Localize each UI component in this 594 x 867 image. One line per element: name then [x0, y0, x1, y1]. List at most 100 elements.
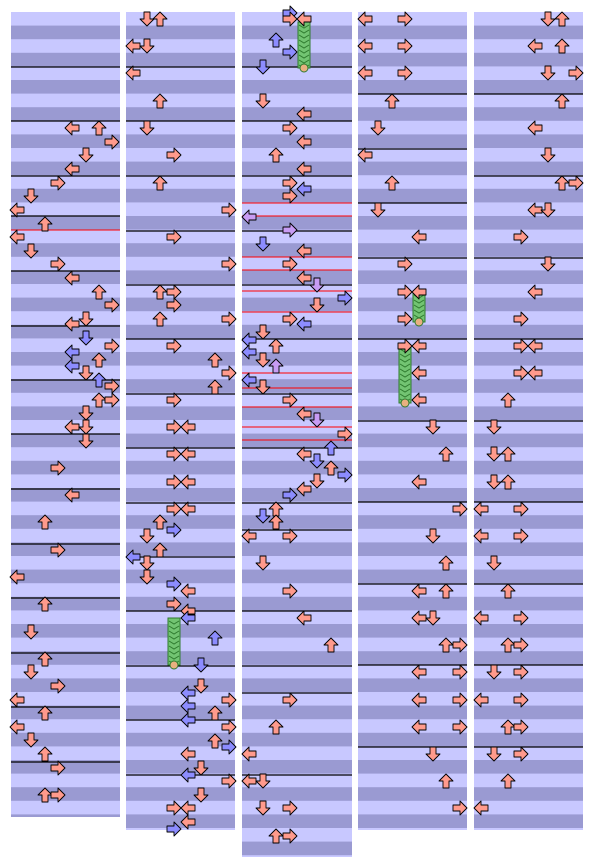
- left-arrow-note: [241, 344, 257, 360]
- up-arrow-note: [268, 338, 284, 354]
- right-arrow-note: [221, 719, 237, 735]
- down-arrow-note: [193, 787, 209, 803]
- down-arrow-note: [309, 412, 325, 428]
- down-arrow-note: [139, 38, 155, 54]
- left-arrow-note: [411, 719, 427, 735]
- down-arrow-note: [425, 746, 441, 762]
- left-arrow-note: [527, 38, 543, 54]
- left-arrow-note: [180, 746, 196, 762]
- left-arrow-note: [411, 229, 427, 245]
- right-arrow-note: [282, 487, 298, 503]
- left-arrow-note: [411, 474, 427, 490]
- up-arrow-note: [207, 630, 223, 646]
- up-arrow-note: [207, 705, 223, 721]
- left-arrow-note: [64, 344, 80, 360]
- right-arrow-note: [166, 501, 182, 517]
- right-arrow-note: [282, 800, 298, 816]
- down-arrow-note: [23, 732, 39, 748]
- up-arrow-note: [91, 120, 107, 136]
- down-arrow-note: [193, 657, 209, 673]
- down-arrow-note: [23, 188, 39, 204]
- right-arrow-note: [166, 821, 182, 837]
- right-arrow-note: [104, 338, 120, 354]
- up-arrow-note: [207, 352, 223, 368]
- down-arrow-note: [425, 419, 441, 435]
- left-arrow-note: [411, 365, 427, 381]
- left-arrow-note: [411, 692, 427, 708]
- left-arrow-note: [296, 134, 312, 150]
- left-arrow-note: [64, 316, 80, 332]
- right-arrow-note: [50, 542, 66, 558]
- left-arrow-note: [180, 767, 196, 783]
- right-arrow-note: [166, 596, 182, 612]
- right-arrow-note: [452, 719, 468, 735]
- left-arrow-note: [296, 406, 312, 422]
- down-arrow-note: [78, 419, 94, 435]
- right-arrow-note: [221, 773, 237, 789]
- left-arrow-note: [296, 11, 312, 27]
- left-arrow-note: [125, 65, 141, 81]
- right-arrow-note: [282, 392, 298, 408]
- up-arrow-note: [207, 733, 223, 749]
- left-arrow-note: [64, 120, 80, 136]
- right-arrow-note: [166, 522, 182, 538]
- up-arrow-note: [268, 32, 284, 48]
- down-arrow-note: [255, 508, 271, 524]
- right-arrow-note: [513, 338, 529, 354]
- left-arrow-note: [296, 181, 312, 197]
- left-arrow-note: [180, 610, 196, 626]
- down-arrow-note: [309, 297, 325, 313]
- left-arrow-note: [411, 392, 427, 408]
- right-arrow-note: [568, 175, 584, 191]
- left-arrow-note: [411, 284, 427, 300]
- left-arrow-note: [296, 161, 312, 177]
- up-arrow-note: [323, 440, 339, 456]
- right-arrow-note: [221, 256, 237, 272]
- left-arrow-note: [357, 11, 373, 27]
- right-arrow-note: [397, 11, 413, 27]
- down-arrow-note: [255, 555, 271, 571]
- right-arrow-note: [282, 828, 298, 844]
- right-arrow-note: [282, 188, 298, 204]
- right-arrow-note: [397, 256, 413, 272]
- right-arrow-note: [282, 692, 298, 708]
- down-arrow-note: [193, 760, 209, 776]
- down-arrow-note: [486, 555, 502, 571]
- up-arrow-note: [554, 93, 570, 109]
- down-arrow-note: [78, 330, 94, 346]
- right-arrow-note: [513, 746, 529, 762]
- up-arrow-note: [37, 216, 53, 232]
- left-arrow-note: [411, 583, 427, 599]
- right-arrow-note: [166, 297, 182, 313]
- left-arrow-note: [241, 528, 257, 544]
- left-arrow-note: [64, 487, 80, 503]
- left-arrow-note: [241, 209, 257, 225]
- left-arrow-note: [180, 446, 196, 462]
- down-arrow-note: [23, 664, 39, 680]
- up-arrow-note: [500, 446, 516, 462]
- up-arrow-note: [500, 773, 516, 789]
- right-arrow-note: [166, 419, 182, 435]
- down-arrow-note: [255, 773, 271, 789]
- right-arrow-note: [166, 474, 182, 490]
- up-arrow-note: [37, 514, 53, 530]
- down-arrow-note: [255, 59, 271, 75]
- up-arrow-note: [91, 352, 107, 368]
- down-arrow-note: [540, 256, 556, 272]
- up-arrow-note: [268, 514, 284, 530]
- left-arrow-note: [296, 610, 312, 626]
- right-arrow-note: [282, 583, 298, 599]
- left-arrow-note: [180, 474, 196, 490]
- right-arrow-note: [337, 290, 353, 306]
- up-arrow-note: [152, 284, 168, 300]
- down-arrow-note: [139, 120, 155, 136]
- left-arrow-note: [9, 719, 25, 735]
- up-arrow-note: [37, 705, 53, 721]
- down-arrow-note: [540, 147, 556, 163]
- chart-column-3: [242, 12, 352, 857]
- left-arrow-note: [473, 610, 489, 626]
- left-arrow-note: [180, 583, 196, 599]
- right-arrow-note: [513, 528, 529, 544]
- right-arrow-note: [221, 739, 237, 755]
- left-arrow-note: [64, 358, 80, 374]
